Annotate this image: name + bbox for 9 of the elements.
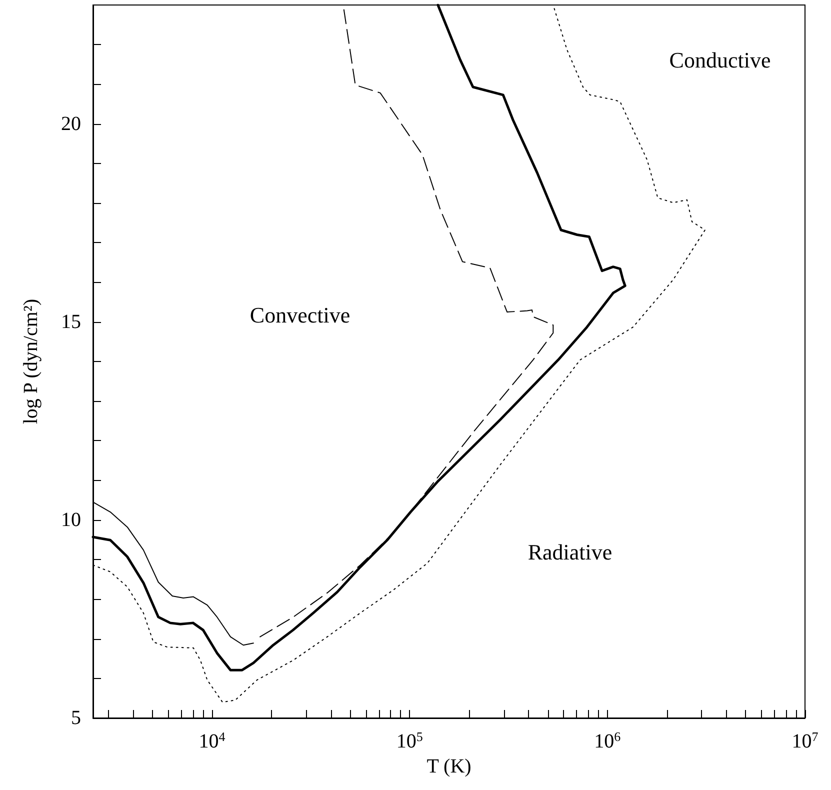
annotation: Convective (250, 302, 350, 328)
y-tick-label: 5 (71, 707, 81, 729)
y-tick-label: 20 (61, 112, 81, 135)
y-tick-label: 10 (61, 508, 81, 531)
y-tick-label: 15 (61, 310, 81, 333)
annotation: Conductive (669, 48, 771, 72)
annotation: Radiative (528, 540, 612, 564)
x-axis-title: T (K) (426, 755, 472, 778)
y-axis-title: log P (dyn/cm²) (20, 298, 42, 424)
